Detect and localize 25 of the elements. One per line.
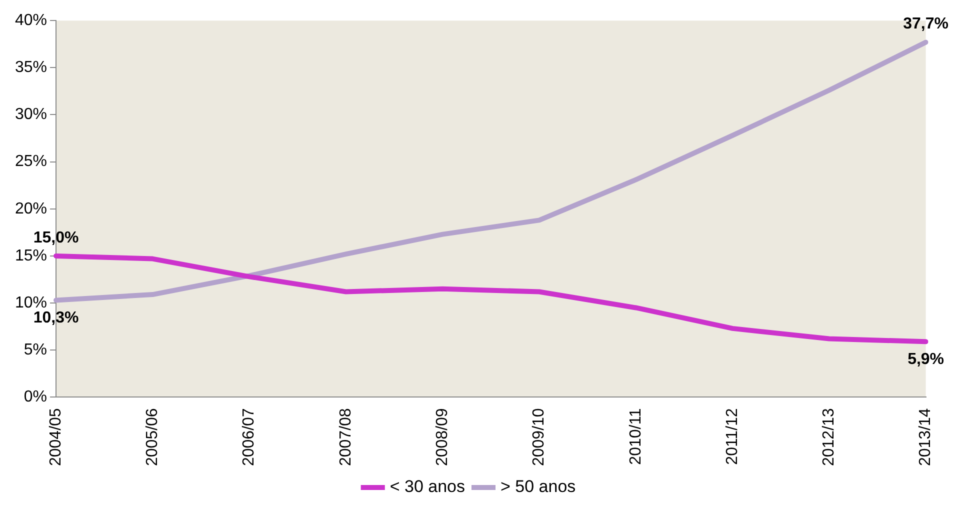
x-tick-label: 2007/08	[337, 408, 354, 466]
x-tick-label: 2009/10	[530, 408, 548, 466]
data-label: 5,9%	[908, 351, 944, 368]
y-tick-label: 20%	[14, 200, 48, 218]
y-tick-label: 40%	[14, 12, 48, 30]
data-label: 10,3%	[33, 310, 79, 327]
x-tick-label: 2004/05	[47, 408, 64, 466]
y-tick-label: 10%	[14, 294, 48, 312]
y-tick-label: 35%	[14, 59, 48, 76]
x-tick-label: 2011/12	[724, 408, 741, 465]
y-tick-label: 25%	[14, 153, 48, 170]
y-tick-label: 5%	[24, 342, 48, 358]
data-label: 15,0%	[33, 229, 79, 246]
x-tick-label: 2013/14	[917, 408, 934, 466]
x-tick-label: 2012/13	[820, 408, 838, 466]
x-tick-label: 2005/06	[144, 408, 162, 466]
y-tick-label: 15%	[14, 247, 48, 264]
x-tick-label: 2010/11	[627, 408, 644, 465]
data-label: 37,7%	[903, 16, 948, 33]
x-tick-label: 2006/07	[240, 408, 258, 466]
y-tick-label: 30%	[14, 106, 48, 124]
x-tick-label: 2008/09	[434, 408, 451, 466]
y-tick-label: 0%	[24, 388, 48, 406]
legend-label: < 30 anos	[390, 477, 466, 496]
legend-label: > 50 anos	[500, 477, 576, 496]
